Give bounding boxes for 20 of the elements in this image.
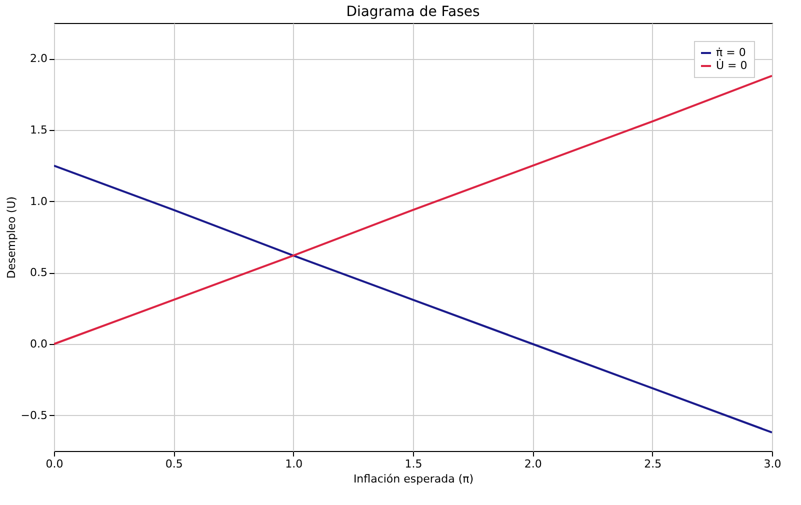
x-axis-title: Inflación esperada (π)	[353, 472, 474, 486]
y-tick-label: 0.0	[30, 338, 48, 350]
x-tick-label: 1.0	[285, 458, 303, 470]
x-tick-label: 2.0	[524, 458, 542, 470]
legend-label: U̇ = 0	[716, 58, 748, 72]
y-tick-label: 1.5	[30, 124, 48, 136]
legend-label: π̇ = 0	[716, 46, 746, 59]
x-tick-label: 0.0	[46, 458, 64, 470]
y-tick-label: 1.0	[30, 194, 48, 208]
y-tick-label: −0.5	[20, 408, 48, 422]
y-axis-title: Desempleo (U)	[4, 196, 18, 279]
y-tick-label: 0.5	[30, 266, 48, 280]
line-series	[54, 74, 772, 345]
x-tick-label: 1.5	[404, 458, 422, 470]
chart-title: Diagrama de Fases	[346, 4, 480, 20]
x-tick-label: 3.0	[764, 458, 782, 470]
x-tick-label: 2.5	[644, 458, 662, 470]
line-series	[54, 164, 772, 434]
x-tick-label: 0.5	[165, 458, 183, 470]
y-tick-label: 2.0	[30, 52, 48, 66]
